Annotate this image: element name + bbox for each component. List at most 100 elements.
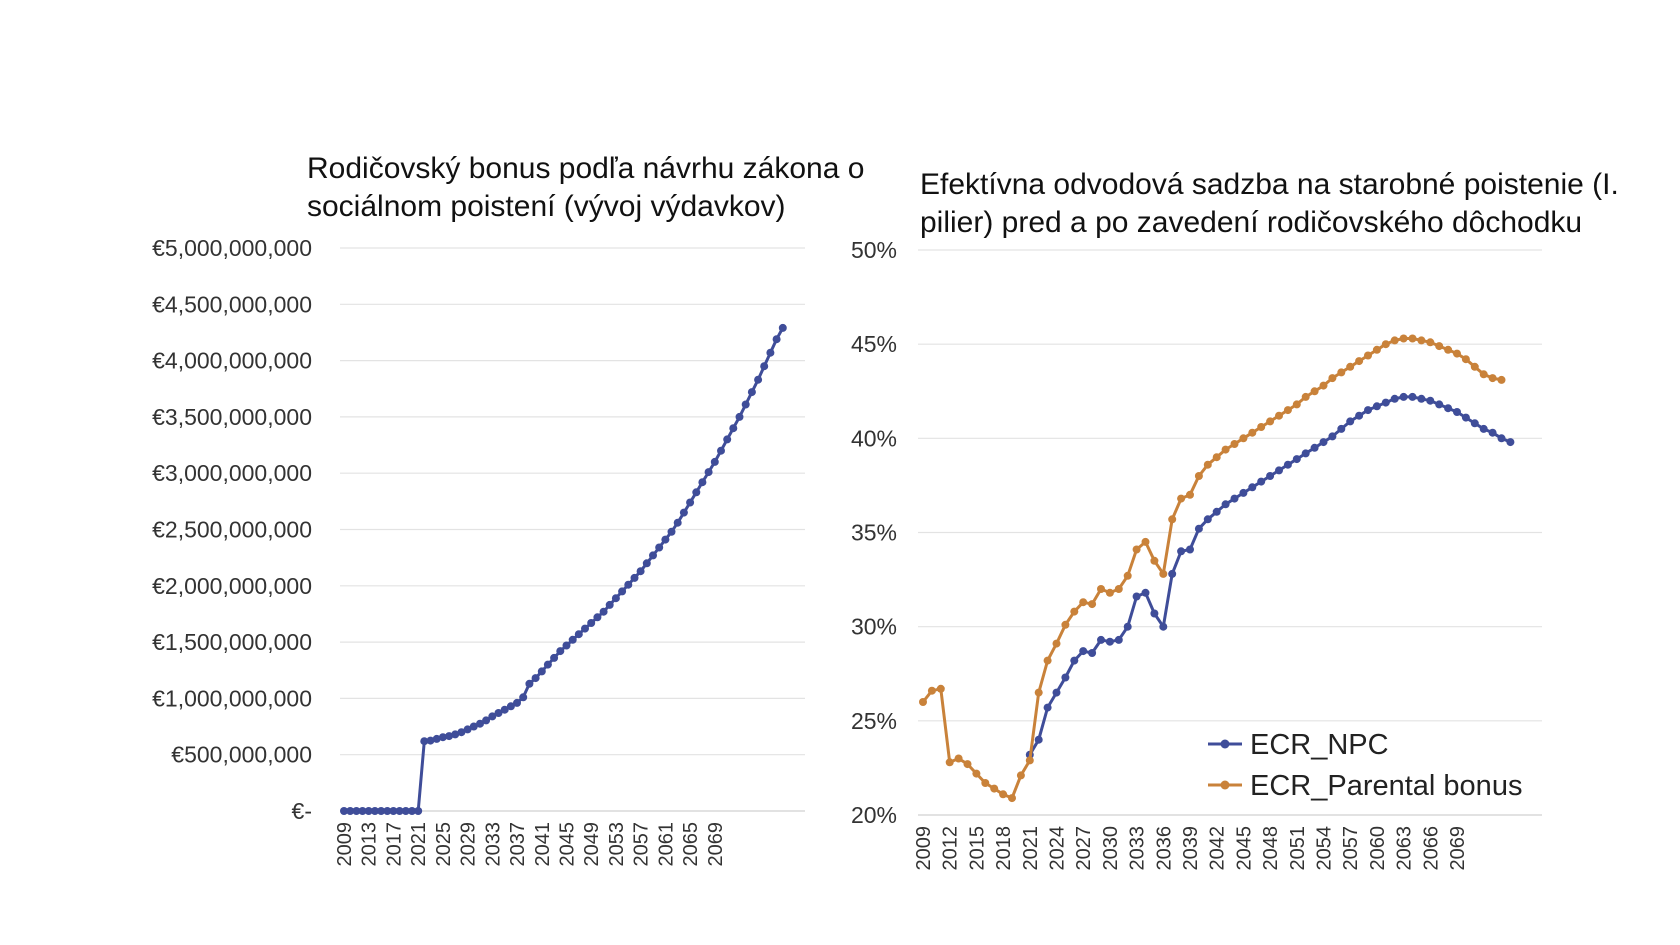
data-point (519, 693, 528, 702)
data-point (704, 468, 713, 477)
data-point (1114, 635, 1123, 644)
data-point (1070, 656, 1079, 665)
data-point (1168, 515, 1177, 524)
data-point (605, 600, 614, 609)
data-point (1417, 336, 1426, 345)
data-point (599, 607, 608, 616)
data-point (710, 457, 719, 466)
data-point (741, 400, 750, 409)
data-point (1426, 338, 1435, 347)
data-point (574, 630, 583, 639)
data-point (981, 779, 990, 787)
data-point (1461, 355, 1470, 364)
legend-label: ECR_Parental bonus (1250, 770, 1522, 802)
data-point (1203, 460, 1212, 469)
data-point (1275, 411, 1283, 420)
x-tick-label: 2054 (1314, 826, 1336, 871)
x-tick-label: 2029 (458, 822, 480, 867)
data-point (1239, 434, 1248, 443)
y-tick-label: 35% (851, 520, 897, 546)
data-point (1266, 417, 1275, 426)
data-point (1461, 413, 1470, 422)
data-point (972, 769, 981, 778)
x-tick-label: 2017 (383, 822, 405, 867)
data-point (954, 754, 963, 763)
data-point (1043, 703, 1052, 712)
data-point (408, 807, 416, 815)
data-point (630, 573, 639, 582)
data-point (463, 725, 472, 734)
data-point (1266, 472, 1275, 480)
y-tick-label: €1,000,000,000 (152, 685, 312, 711)
data-point (1105, 637, 1114, 646)
x-tick-label: 2061 (655, 822, 677, 867)
data-point (1346, 417, 1355, 426)
data-point (537, 667, 546, 676)
x-tick-label: 2049 (581, 822, 603, 867)
data-point (655, 543, 664, 552)
data-point (1141, 537, 1150, 546)
data-point (1488, 428, 1497, 437)
data-point (1399, 392, 1408, 401)
data-point (469, 722, 478, 731)
x-tick-label: 2024 (1047, 826, 1069, 871)
data-point (494, 709, 503, 717)
data-point (1008, 794, 1016, 803)
data-point (432, 734, 441, 743)
data-point (1435, 400, 1444, 409)
data-point (556, 647, 565, 656)
data-point (1470, 419, 1479, 428)
data-point (377, 807, 386, 815)
data-point (1061, 673, 1070, 682)
x-tick-label: 2027 (1073, 826, 1095, 871)
data-point (1203, 515, 1212, 524)
data-point (618, 587, 627, 596)
data-point (642, 559, 651, 568)
data-point (358, 807, 367, 815)
data-point (636, 567, 645, 576)
x-tick-label: 2039 (1180, 826, 1202, 871)
data-point (1034, 735, 1043, 744)
data-point (1248, 483, 1257, 492)
data-point (1141, 588, 1150, 597)
data-point (1435, 342, 1444, 351)
data-point (383, 807, 392, 815)
data-point (1159, 622, 1168, 631)
data-point (747, 388, 756, 397)
data-point (340, 807, 348, 815)
x-tick-label: 2018 (993, 826, 1015, 871)
data-point (698, 478, 707, 487)
data-point (1034, 688, 1043, 697)
x-tick-label: 2033 (482, 822, 504, 867)
data-point (661, 535, 670, 544)
data-point (1364, 351, 1372, 360)
x-tick-label: 2045 (1233, 826, 1255, 871)
data-point (525, 679, 534, 688)
data-point (1025, 756, 1034, 765)
x-tick-label: 2060 (1367, 826, 1389, 871)
data-point (919, 698, 927, 706)
data-point (927, 686, 936, 695)
data-point (581, 624, 589, 633)
y-tick-label: €5,000,000,000 (152, 235, 312, 261)
data-point (1079, 598, 1088, 607)
data-point (1470, 362, 1479, 371)
data-point (543, 660, 552, 669)
x-tick-label: 2057 (1340, 826, 1362, 871)
data-point (1168, 569, 1177, 578)
data-point (346, 807, 355, 815)
data-point (451, 730, 460, 739)
data-point (1355, 411, 1364, 420)
data-point (1043, 656, 1052, 665)
x-tick-label: 2069 (705, 822, 727, 867)
data-point (513, 698, 521, 707)
legend-label: ECR_NPC (1250, 729, 1389, 761)
data-point (778, 323, 787, 332)
data-point (457, 728, 466, 737)
data-point (1497, 375, 1506, 384)
y-tick-label: €2,000,000,000 (152, 573, 312, 599)
data-point (414, 807, 423, 815)
legend-swatch-marker (1220, 780, 1230, 790)
x-tick-label: 2009 (913, 826, 935, 871)
data-point (1479, 370, 1488, 379)
